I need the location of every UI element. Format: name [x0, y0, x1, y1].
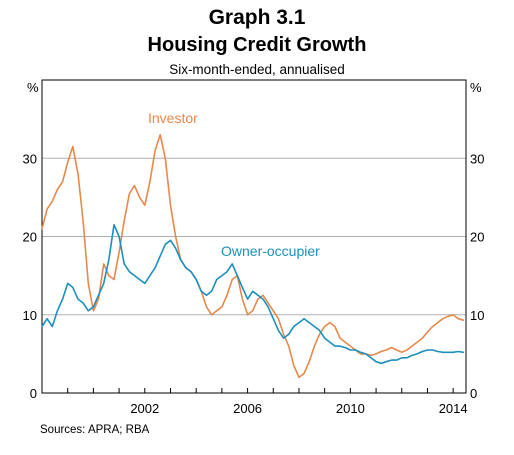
- series-lines: [41, 134, 465, 379]
- chart-title: Housing Credit Growth: [147, 34, 367, 56]
- y-tick-label-left: 30: [23, 151, 37, 166]
- y-tick-label-left: 10: [23, 308, 37, 323]
- y-tick-label-left: 0: [30, 386, 37, 401]
- grid-lines: [42, 157, 466, 316]
- axis-ticks: 0 0 10 10 20 20 30 30 2002 2006 2010 2014: [23, 151, 485, 416]
- x-tick-label-2010: 2010: [336, 401, 365, 416]
- x-tick-label-2014: 2014: [439, 401, 468, 416]
- y-tick-label-right: 10: [470, 308, 484, 323]
- series-line-owner-occupier: [41, 224, 465, 365]
- series-line-investor: [41, 134, 465, 379]
- source-note: Sources: APRA; RBA: [40, 424, 150, 436]
- graph-number: Graph 3.1: [208, 6, 306, 29]
- y-tick-label-right: 0: [470, 386, 477, 401]
- y-tick-label-right: 30: [470, 151, 484, 166]
- x-tick-label-2002: 2002: [130, 401, 159, 416]
- series-label-investor: Investor: [148, 110, 198, 126]
- plot-frame: [41, 79, 467, 394]
- right-axis-unit: %: [470, 80, 482, 95]
- y-tick-label-left: 20: [23, 230, 37, 245]
- series-label-owner-occupier: Owner-occupier: [221, 243, 320, 259]
- chart-subtitle: Six-month-ended, annualised: [169, 62, 345, 77]
- left-axis-unit: %: [27, 80, 39, 95]
- x-tick-label-2006: 2006: [233, 401, 262, 416]
- y-tick-label-right: 20: [470, 230, 484, 245]
